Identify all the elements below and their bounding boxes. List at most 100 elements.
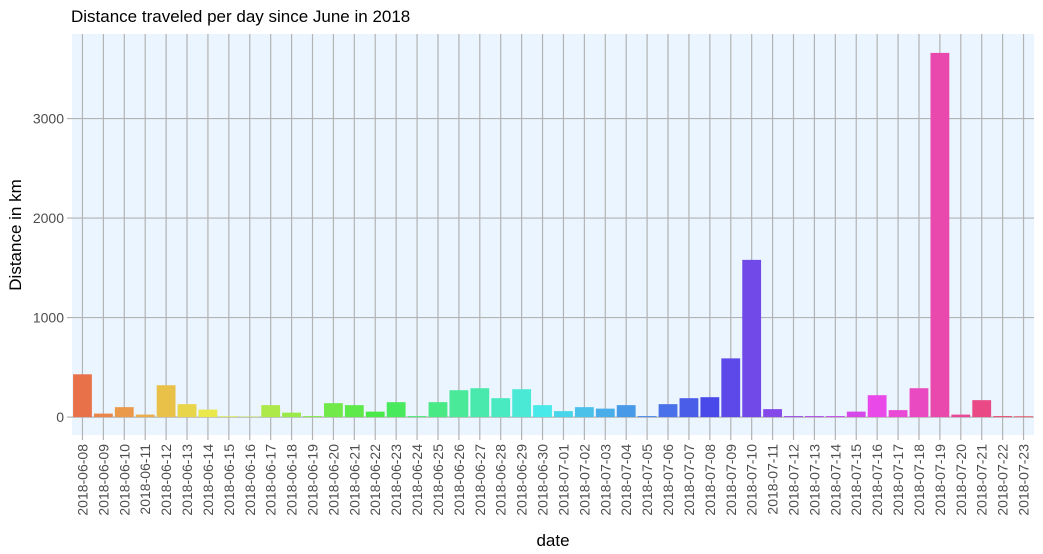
- x-tick-label: 2018-07-21: [974, 444, 990, 516]
- bar-2018-06-17: [261, 405, 281, 418]
- bar-2018-07-20: [951, 414, 971, 418]
- bar-2018-07-03: [595, 408, 615, 418]
- bar-2018-06-08: [73, 374, 92, 418]
- x-tick-label: 2018-06-10: [116, 444, 132, 516]
- plot-panel: [72, 34, 1034, 435]
- x-tick-label: 2018-07-09: [723, 444, 739, 516]
- bar-2018-06-26: [449, 390, 469, 418]
- bar-2018-06-12: [156, 385, 176, 418]
- bars: [73, 52, 1033, 418]
- x-tick-label: 2018-07-14: [827, 444, 843, 516]
- y-tick-label: 0: [56, 409, 64, 425]
- bar-2018-06-13: [177, 404, 197, 418]
- x-tick-label: 2018-07-02: [576, 444, 592, 516]
- x-tick-label: 2018-06-30: [535, 444, 551, 516]
- bar-2018-06-10: [114, 407, 134, 418]
- bar-2018-07-08: [700, 397, 720, 418]
- bar-2018-06-27: [470, 388, 490, 418]
- x-tick-label: 2018-06-26: [451, 444, 467, 516]
- bar-2018-07-11: [763, 409, 782, 418]
- x-tick-label: 2018-06-12: [158, 444, 174, 516]
- x-tick-label: 2018-06-25: [430, 444, 446, 516]
- bar-2018-06-20: [324, 403, 343, 418]
- bar-2018-07-12: [784, 416, 803, 418]
- x-tick-label: 2018-06-27: [472, 444, 488, 516]
- x-tick-label: 2018-07-03: [597, 444, 613, 516]
- bar-2018-06-25: [428, 402, 448, 418]
- bar-2018-06-14: [198, 409, 218, 418]
- x-tick-label: 2018-06-11: [137, 444, 153, 515]
- bar-2018-06-21: [344, 405, 364, 418]
- x-tick-label: 2018-07-23: [1016, 444, 1032, 516]
- bar-2018-07-23: [1014, 416, 1033, 418]
- y-axis: 0 1000 2000 3000: [33, 111, 72, 425]
- bar-2018-07-01: [554, 411, 573, 418]
- bar-2018-07-04: [616, 405, 636, 418]
- bar-2018-06-28: [491, 398, 511, 418]
- bar-2018-06-18: [282, 412, 301, 418]
- x-tick-label: 2018-06-14: [200, 444, 216, 516]
- grid-lines: [72, 34, 1034, 435]
- x-tick-label: 2018-07-08: [702, 444, 718, 516]
- x-tick-label: 2018-07-16: [869, 444, 885, 516]
- y-tick-label: 3000: [33, 111, 64, 127]
- x-tick-label: 2018-06-29: [514, 444, 530, 516]
- chart-title: Distance traveled per day since June in …: [71, 7, 410, 26]
- x-tick-label: 2018-06-24: [409, 444, 425, 516]
- x-tick-label: 2018-06-22: [367, 444, 383, 516]
- x-tick-label: 2018-07-12: [786, 444, 802, 516]
- x-tick-label: 2018-07-06: [660, 444, 676, 516]
- bar-2018-07-06: [658, 404, 678, 418]
- bar-2018-07-13: [805, 416, 824, 418]
- bar-2018-07-07: [679, 398, 699, 418]
- bar-2018-07-10: [742, 259, 762, 418]
- x-tick-label: 2018-07-01: [555, 444, 571, 516]
- x-tick-label: 2018-06-13: [179, 444, 195, 516]
- bar-2018-07-21: [972, 400, 992, 418]
- bar-2018-06-09: [93, 413, 113, 418]
- bar-2018-06-15: [219, 416, 239, 418]
- x-tick-label: 2018-07-22: [995, 444, 1011, 516]
- bar-2018-07-14: [825, 416, 845, 418]
- y-axis-title: Distance in km: [6, 179, 25, 290]
- x-tick-label: 2018-07-05: [639, 444, 655, 516]
- bar-2018-07-16: [867, 395, 887, 418]
- x-tick-label: 2018-07-11: [765, 444, 781, 515]
- y-tick-label: 2000: [33, 210, 64, 226]
- x-tick-label: 2018-07-13: [806, 444, 822, 516]
- bar-2018-07-22: [993, 416, 1013, 418]
- bar-2018-07-05: [637, 416, 657, 418]
- x-tick-label: 2018-07-07: [681, 444, 697, 516]
- x-axis: 2018-06-08 2018-06-09 2018-06-10 2018-06-11…: [74, 435, 1032, 516]
- x-tick-label: 2018-06-09: [95, 444, 111, 516]
- bar-2018-07-09: [721, 358, 741, 418]
- x-tick-label: 2018-07-19: [932, 444, 948, 516]
- x-tick-label: 2018-06-18: [284, 444, 300, 516]
- x-tick-label: 2018-07-10: [744, 444, 760, 516]
- bar-2018-06-30: [533, 405, 552, 418]
- bar-2018-06-19: [303, 416, 322, 418]
- bar-2018-07-19: [930, 52, 950, 418]
- bar-2018-06-16: [240, 416, 260, 418]
- x-tick-label: 2018-07-04: [618, 444, 634, 516]
- bar-2018-07-15: [846, 411, 866, 418]
- x-tick-label: 2018-06-15: [221, 444, 237, 516]
- bar-2018-07-18: [909, 388, 929, 418]
- x-tick-label: 2018-07-15: [848, 444, 864, 516]
- x-tick-label: 2018-06-17: [263, 444, 279, 516]
- x-tick-label: 2018-06-19: [305, 444, 321, 516]
- x-tick-label: 2018-06-20: [325, 444, 341, 516]
- x-tick-label: 2018-06-16: [242, 444, 258, 516]
- x-tick-label: 2018-07-17: [890, 444, 906, 516]
- bar-2018-07-02: [574, 407, 594, 418]
- bar-2018-06-29: [512, 389, 532, 418]
- bar-2018-07-17: [888, 410, 908, 418]
- x-tick-label: 2018-07-20: [953, 444, 969, 516]
- x-tick-label: 2018-06-28: [493, 444, 509, 516]
- bar-2018-06-22: [365, 411, 385, 418]
- x-tick-label: 2018-06-21: [346, 444, 362, 516]
- y-tick-label: 1000: [33, 310, 64, 326]
- x-tick-label: 2018-06-08: [74, 444, 90, 516]
- x-tick-label: 2018-07-18: [911, 444, 927, 516]
